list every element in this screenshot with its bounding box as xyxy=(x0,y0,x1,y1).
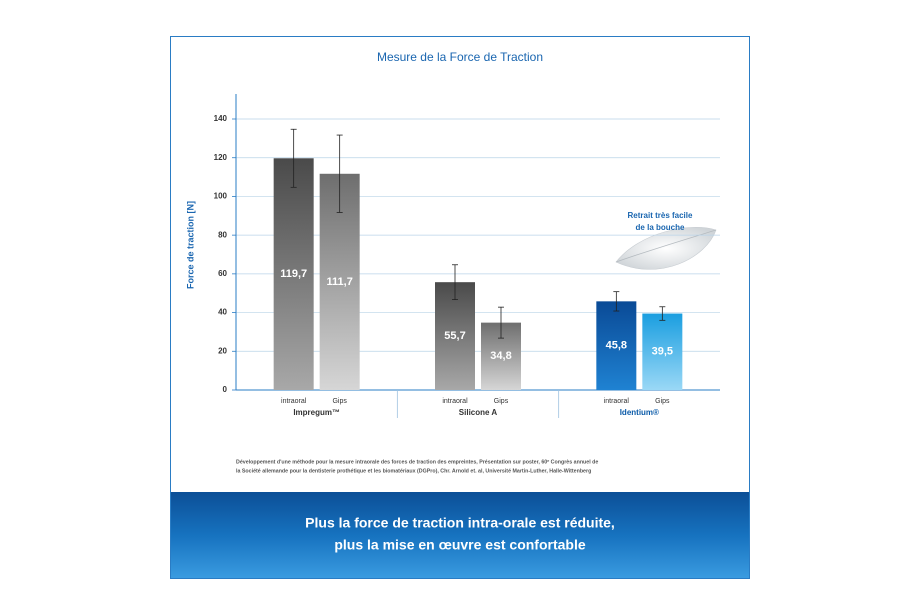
bar xyxy=(273,158,314,390)
y-axis-label: Force de traction [N] xyxy=(185,201,195,289)
banner xyxy=(171,492,749,578)
series-label: intraoral xyxy=(442,398,468,405)
footnote: Développement d'une méthode pour la mesu… xyxy=(236,459,598,465)
chart-title: Mesure de la Force de Traction xyxy=(377,50,543,64)
value-label: 55,7 xyxy=(444,330,465,342)
banner-text: Plus la force de traction intra-orale es… xyxy=(305,515,615,531)
series-label: Gips xyxy=(655,398,670,405)
series-label: intraoral xyxy=(281,398,307,405)
y-tick-label: 80 xyxy=(218,230,227,239)
y-tick-label: 100 xyxy=(214,192,228,201)
y-tick-label: 120 xyxy=(214,153,228,162)
bar xyxy=(642,313,683,390)
value-label: 119,7 xyxy=(280,268,307,280)
bar xyxy=(596,301,637,390)
x-tick-label: Identium® xyxy=(620,408,659,417)
feather-spine xyxy=(615,229,717,263)
y-tick-label: 20 xyxy=(218,346,227,355)
value-label: 39,5 xyxy=(652,346,673,358)
value-label: 111,7 xyxy=(327,276,353,288)
x-tick-label: Impregum™ xyxy=(293,408,340,417)
series-label: intraoral xyxy=(604,398,630,405)
y-tick-label: 40 xyxy=(218,308,227,317)
y-tick-label: 140 xyxy=(214,114,228,123)
y-tick-label: 0 xyxy=(223,385,228,394)
x-tick-label: Silicone A xyxy=(459,408,498,417)
series-label: Gips xyxy=(494,398,509,405)
y-tick-label: 60 xyxy=(218,269,227,278)
value-label: 34,8 xyxy=(490,350,511,362)
annotation: de la bouche xyxy=(636,223,685,232)
annotation: Retrait très facile xyxy=(628,211,693,220)
series-label: Gips xyxy=(332,398,347,405)
bar xyxy=(435,282,475,390)
banner-text: plus la mise en œuvre est confortable xyxy=(334,537,586,553)
footnote: la Société allemande pour la dentisterie… xyxy=(236,468,591,474)
value-label: 45,8 xyxy=(606,340,627,352)
